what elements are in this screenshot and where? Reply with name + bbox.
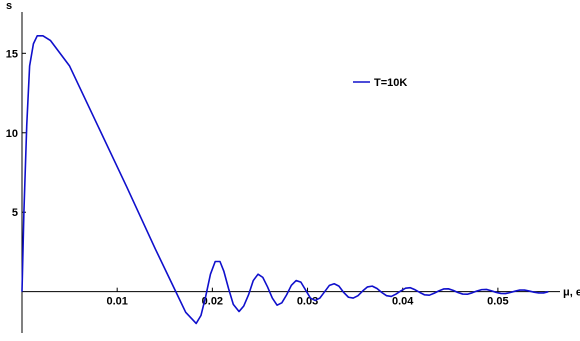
x-tick-label: 0.05 (487, 296, 508, 308)
series-line-t10k (21, 35, 549, 325)
y-ticks: 5 10 15 (6, 48, 26, 219)
y-tick-label: 15 (6, 48, 18, 60)
legend-label: T=10K (374, 77, 407, 89)
series-group (21, 35, 549, 325)
legend: T=10K (353, 77, 407, 89)
y-tick-label: 5 (12, 207, 18, 219)
x-tick-label: 0.01 (106, 296, 127, 308)
x-tick-label: 0.02 (202, 296, 223, 308)
x-axis-label: μ, eV (563, 287, 580, 299)
y-tick-label: 10 (6, 128, 18, 140)
y-axis-label: s (6, 0, 12, 12)
x-ticks: 0.01 0.02 0.03 0.04 0.05 (106, 287, 509, 308)
x-tick-label: 0.03 (297, 296, 318, 308)
x-tick-label: 0.04 (392, 296, 414, 308)
